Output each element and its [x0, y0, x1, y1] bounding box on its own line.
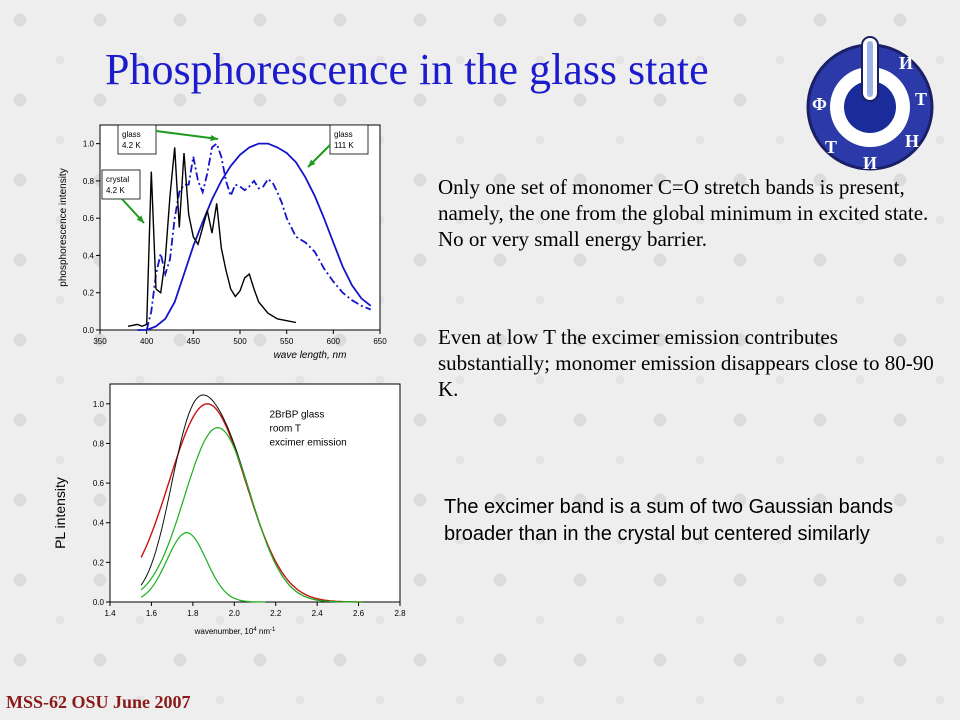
chart1-x-tick-label: 400	[140, 337, 154, 346]
chart1-y-tick-label: 0.4	[83, 251, 95, 260]
chart1-annotation-text: glass	[334, 130, 353, 139]
chart1-series-line	[145, 142, 372, 331]
chart1-plot-frame	[99, 124, 381, 331]
chart2-annotation-text: excimer emission	[270, 438, 347, 449]
chart1-series-line	[127, 147, 297, 328]
chart1-y-tick-label: 0.2	[83, 289, 95, 298]
paragraph-gaussian-bands: The excimer band is a sum of two Gaussia…	[444, 496, 894, 545]
chart1-pointer-arrowhead	[308, 159, 316, 167]
chart1-annotation-text: glass	[122, 130, 141, 139]
chart2-series-line	[140, 426, 363, 603]
chart1-pointer-arrowhead	[210, 134, 218, 142]
chart1-annotation-box	[117, 124, 157, 155]
chart1-x-tick-label: 650	[373, 337, 387, 346]
chart1-x-tick-label: 600	[327, 337, 341, 346]
chart1-x-tick-label: 500	[233, 337, 247, 346]
chart2-x-axis-label: wavenumber, 104 nm-1	[194, 627, 276, 636]
chart2-y-tick-label: 0.6	[93, 479, 105, 488]
chart2-y-axis-label: PL intensity	[52, 477, 68, 549]
paragraph-excimer-emission: Even at low T the excimer emission contr…	[438, 325, 934, 401]
chart1-y-tick-label: 0.6	[83, 214, 95, 223]
excimer-chart: 1.4 1.6 1.8 2.0 2.2 2.4 2.6 2.8 0.0 0.2 0.4 0.6 0.8 1…	[52, 383, 406, 636]
chart2-x-tick-label: 2.2	[270, 609, 282, 618]
chart1-pointer-arrowhead	[136, 215, 144, 223]
chart2-x-tick-label: 2.4	[312, 609, 324, 618]
chart1-y-tick-label: 0.8	[83, 177, 95, 186]
chart2-x-tick-label: 2.0	[229, 609, 241, 618]
chart1-y-tick-label: 1.0	[83, 140, 95, 149]
chart2-x-tick-label: 2.6	[353, 609, 365, 618]
chart2-y-tick-label: 0.8	[93, 439, 105, 448]
paragraph-monomer-bands: Only one set of monomer C=O stretch band…	[438, 175, 929, 251]
chart2-annotation-text: room T	[270, 424, 302, 435]
chart2-plot-frame	[109, 383, 401, 603]
phosphorescence-chart: 350 400 450 500 550 600 650 0.0 0.2 0.4 0.6 0.8 1.0 w…	[58, 124, 387, 361]
chart1-annotation-text: 111 K	[334, 141, 354, 150]
chart1-annotation-box	[101, 169, 141, 200]
chart2-x-tick-label: 2.8	[394, 609, 406, 618]
footer-conference: MSS-62 OSU June 2007	[6, 692, 191, 712]
chart1-x-tick-label: 350	[93, 337, 107, 346]
chart1-annotation-text: 4.2 K	[106, 186, 125, 195]
chart1-x-tick-label: 550	[280, 337, 294, 346]
logo-letter: И	[863, 153, 877, 173]
logo-letter: Φ	[812, 94, 827, 114]
chart1-pointer-arrow	[155, 130, 219, 140]
chart2-annotation-text: 2BrBP glass	[270, 410, 325, 421]
chart1-x-tick-label: 450	[187, 337, 201, 346]
chart2-y-tick-label: 0.4	[93, 519, 105, 528]
chart1-series-line	[137, 142, 372, 331]
logo-letter: Т	[825, 137, 837, 157]
chart1-y-axis-label: phosphorescence intensity	[58, 168, 69, 286]
chart1-annotation-box	[329, 124, 369, 155]
logo-letter: И	[899, 53, 913, 73]
chart2-x-tick-label: 1.6	[146, 609, 158, 618]
chart2-x-tick-label: 1.4	[104, 609, 116, 618]
institute-logo: Φ Т И Н Т И	[806, 36, 934, 173]
chart2-y-tick-label: 0.0	[93, 598, 105, 607]
chart2-x-tick-label: 1.8	[187, 609, 199, 618]
chart2-y-tick-label: 0.2	[93, 558, 105, 567]
chart1-x-axis-label: wave length, nm	[274, 350, 347, 361]
logo-letter: Н	[905, 131, 919, 151]
chart1-annotation-text: 4.2 K	[122, 141, 141, 150]
chart2-series-line	[140, 531, 266, 603]
slide-title: Phosphorescence in the glass state	[105, 45, 709, 94]
chart1-annotation-text: crystal	[106, 175, 129, 184]
logo-letter: Т	[915, 89, 927, 109]
chart1-y-tick-label: 0.0	[83, 326, 95, 335]
chart2-y-tick-label: 1.0	[93, 400, 105, 409]
